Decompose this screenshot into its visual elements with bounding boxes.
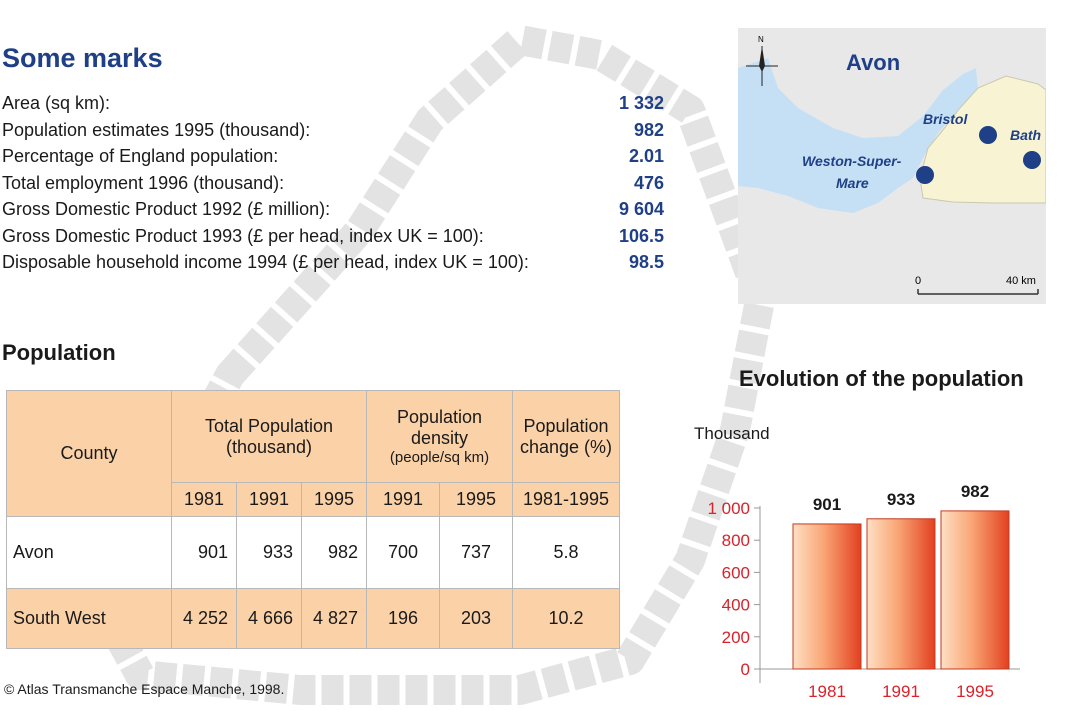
header-total-line2: (thousand) — [225, 436, 313, 457]
cell-value: 5.8 — [512, 516, 620, 589]
city-dot-weston — [916, 166, 934, 184]
population-bar-chart: 0 200 400 600 800 1 000 901 1981 933 1991 982 1995 — [707, 482, 1020, 701]
y-tick-label: 1 000 — [707, 499, 750, 518]
mark-row: Total employment 1996 (thousand): 476 — [2, 170, 670, 197]
city-dot-bristol — [979, 126, 997, 144]
mark-row: Population estimates 1995 (thousand): 982 — [2, 117, 670, 144]
x-tick-label: 1981 — [808, 682, 846, 701]
city-label-weston-2: Mare — [836, 175, 869, 191]
cell-value: 203 — [439, 588, 513, 649]
mark-value: 98.5 — [628, 252, 664, 272]
cell-value: 4 666 — [236, 588, 302, 649]
mark-label: Disposable household income 1994 (£ per … — [2, 252, 529, 272]
city-label-bristol: Bristol — [923, 111, 968, 127]
header-total-population: Total Population (thousand) — [171, 390, 367, 483]
header-year: 1995 — [439, 482, 513, 517]
header-change-line2: change (%) — [519, 436, 613, 457]
cell-county: Avon — [6, 516, 172, 589]
header-change: Population change (%) — [512, 390, 620, 483]
header-county: County — [6, 390, 172, 517]
population-title: Population — [2, 340, 116, 365]
map-sea — [738, 58, 978, 213]
header-year: 1981 — [171, 482, 237, 517]
header-density-line3: (people/sq km) — [389, 449, 490, 466]
header-density: Population density (people/sq km) — [366, 390, 513, 483]
bars: 901 1981 933 1991 982 1995 — [792, 482, 1010, 701]
mark-label: Population estimates 1995 (thousand): — [2, 119, 311, 140]
avon-map: N Avon Bristol Bath Weston-Super- Mare 0… — [738, 28, 1046, 304]
chart-y-unit: Thousand — [694, 424, 770, 443]
table-row: South West 4 252 4 666 4 827 196 203 10.… — [6, 588, 620, 649]
cell-value: 700 — [366, 516, 440, 589]
marks-title: Some marks — [2, 43, 163, 73]
header-year: 1995 — [301, 482, 367, 517]
cell-value: 196 — [366, 588, 440, 649]
cell-value: 737 — [439, 516, 513, 589]
bar-value-label: 982 — [961, 482, 989, 501]
header-total-line1: Total Population — [204, 415, 334, 436]
mark-row: Disposable household income 1994 (£ per … — [2, 249, 670, 276]
mark-label: Percentage of England population: — [2, 146, 279, 166]
mark-label: Area (sq km): — [2, 93, 111, 113]
y-tick-label: 400 — [722, 596, 750, 615]
city-label-weston-1: Weston-Super- — [802, 153, 902, 169]
y-tick-label: 600 — [722, 563, 750, 582]
mark-row: Percentage of England population: 2.01 — [2, 143, 670, 170]
cell-value: 4 252 — [171, 588, 237, 649]
copyright-note: © Atlas Transmanche Espace Manche, 1998. — [4, 681, 285, 697]
y-tick-label: 200 — [722, 628, 750, 647]
mark-label: Gross Domestic Product 1993 (£ per head,… — [2, 225, 484, 246]
header-year: 1991 — [366, 482, 440, 517]
table-header-row: County Total Population (thousand) Popul… — [6, 390, 620, 517]
mark-label: Total employment 1996 (thousand): — [2, 172, 285, 193]
table-row: Avon 901 933 982 700 737 5.8 — [6, 516, 620, 589]
population-table: County Total Population (thousand) Popul… — [6, 390, 620, 649]
north-label: N — [758, 35, 764, 44]
bar-value-label: 933 — [887, 490, 915, 509]
header-change-line1: Population — [523, 415, 609, 436]
cell-value: 982 — [301, 516, 367, 589]
mark-value: 1 332 — [618, 93, 664, 113]
y-tick-label: 800 — [722, 531, 750, 550]
mark-label: Gross Domestic Product 1992 (£ million): — [2, 199, 331, 219]
cell-value: 933 — [236, 516, 302, 589]
cell-value: 901 — [171, 516, 237, 589]
cell-value: 4 827 — [301, 588, 367, 649]
header-year: 1991 — [236, 482, 302, 517]
table-year-row: 1981 1991 1995 1991 1995 1981-1995 — [7, 482, 620, 517]
map-scale-bar: 0 40 km — [915, 275, 1039, 295]
mark-value: 982 — [633, 119, 664, 140]
chart-title: Evolution of the population — [739, 366, 1024, 391]
mark-row: Gross Domestic Product 1993 (£ per head,… — [2, 223, 670, 250]
header-density-line1: Population — [396, 407, 483, 427]
cell-county: South West — [6, 588, 172, 649]
x-tick-label: 1995 — [956, 682, 994, 701]
mark-value: 476 — [633, 172, 664, 193]
city-label-bath: Bath — [1010, 127, 1041, 143]
header-density-line2: density — [410, 428, 469, 448]
mark-value: 9 604 — [618, 199, 664, 219]
map-title: Avon — [846, 50, 900, 75]
scale-start-label: 0 — [915, 275, 921, 287]
marks-list: Area (sq km): 1 332 Population estimates … — [2, 90, 670, 276]
north-arrow-icon: N — [746, 35, 778, 86]
bar — [866, 518, 936, 670]
city-dot-bath — [1023, 151, 1041, 169]
mark-row: Gross Domestic Product 1992 (£ million):… — [2, 196, 670, 223]
header-year: 1981-1995 — [512, 482, 620, 517]
mark-value: 2.01 — [628, 146, 664, 166]
scale-end-label: 40 km — [1006, 275, 1036, 287]
bar — [940, 510, 1010, 670]
x-tick-label: 1991 — [882, 682, 920, 701]
bar — [792, 523, 862, 670]
mark-row: Area (sq km): 1 332 — [2, 90, 670, 117]
mark-value: 106.5 — [618, 225, 664, 246]
cell-value: 10.2 — [512, 588, 620, 649]
y-tick-label: 0 — [741, 660, 750, 679]
bar-value-label: 901 — [813, 495, 841, 514]
